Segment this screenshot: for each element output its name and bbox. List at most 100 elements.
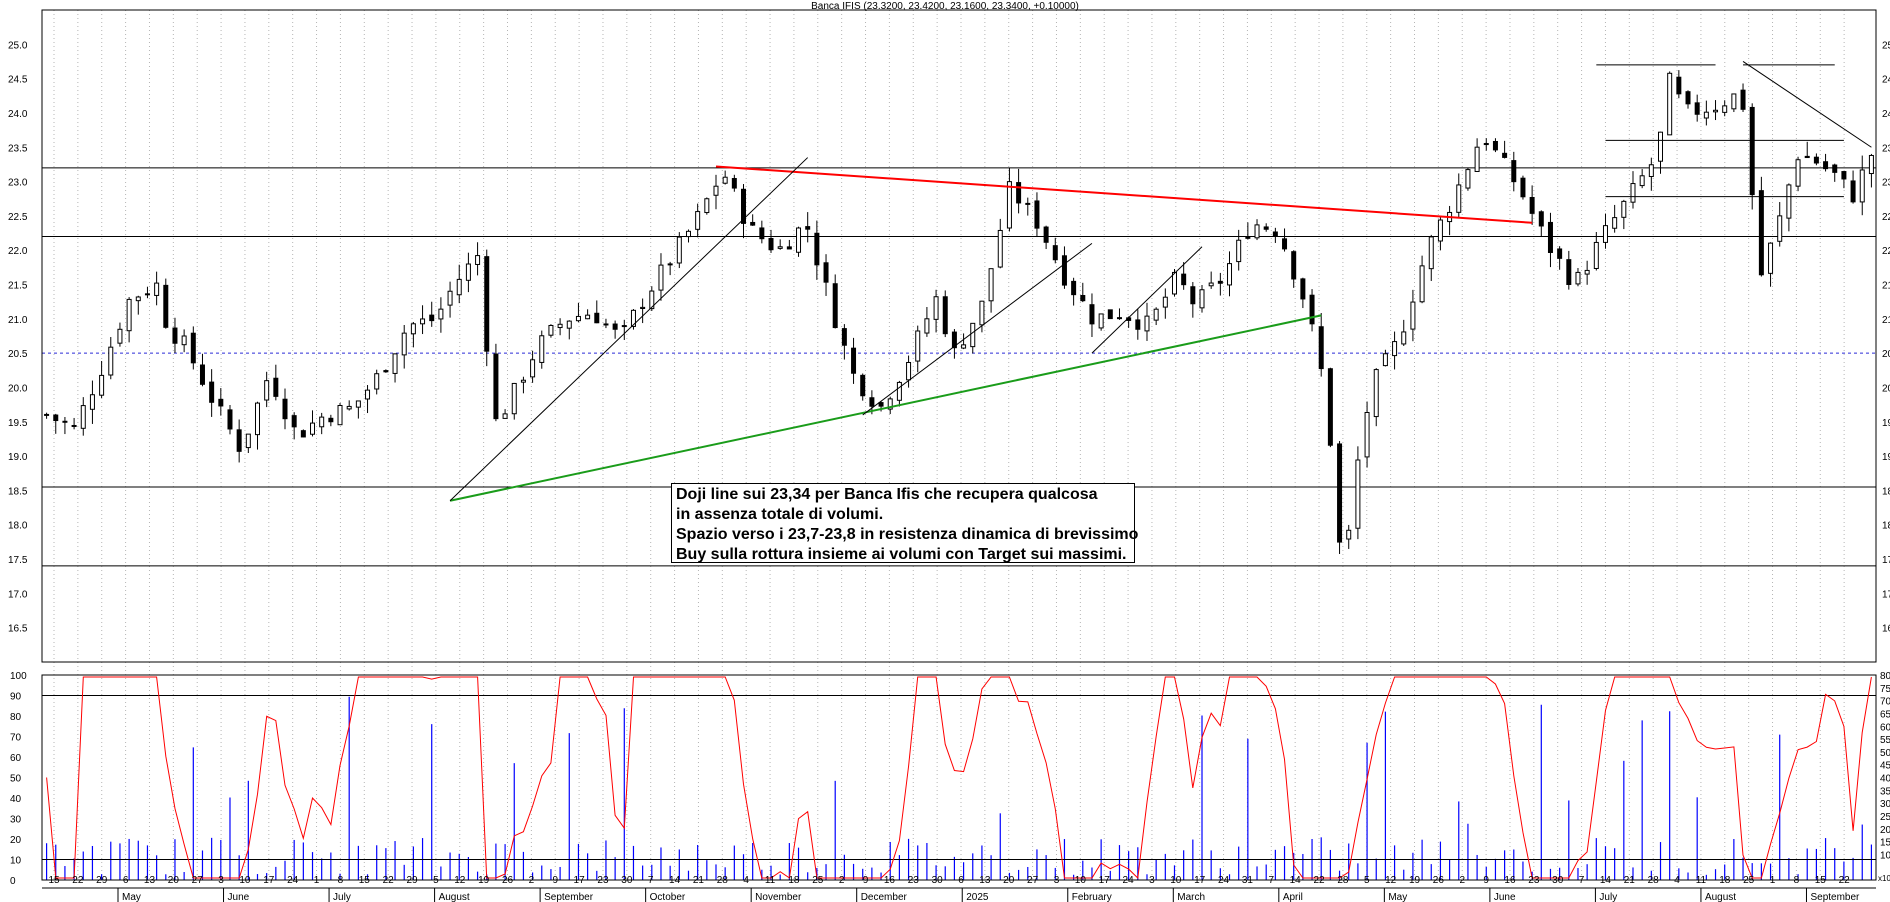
candle-body <box>438 308 444 320</box>
volume-tick-label: 25000 <box>1880 812 1890 823</box>
x-day-tick-label: 29 <box>406 875 418 886</box>
y-tick-label-left: 23.5 <box>8 143 28 154</box>
candle-body <box>1227 263 1233 286</box>
candle-body <box>484 256 490 352</box>
x-day-tick-label: 22 <box>383 875 395 886</box>
candle-body <box>172 327 178 344</box>
x-day-tick-label: 12 <box>454 875 466 886</box>
x-day-tick-label: 3 <box>1149 875 1155 886</box>
candle-body <box>520 379 526 383</box>
candle-body <box>245 433 251 449</box>
candle-body <box>1768 242 1774 274</box>
candle-body <box>585 314 591 320</box>
candle-layer <box>44 70 1874 554</box>
candle-body <box>979 300 985 326</box>
candle-body <box>163 284 169 328</box>
candle-body <box>1520 177 1526 198</box>
x-day-tick-label: 2 <box>1459 875 1465 886</box>
candle-body <box>1199 289 1205 309</box>
x-month-label: October <box>650 892 686 902</box>
candle-body <box>1016 182 1022 204</box>
x-day-tick-label: 5 <box>1364 875 1370 886</box>
candle-body <box>1566 259 1572 285</box>
volume-layer <box>45 696 1873 880</box>
x-month-label: September <box>544 892 594 902</box>
candle-body <box>1236 239 1242 263</box>
candle-body <box>1859 169 1865 203</box>
candle-body <box>465 263 471 281</box>
candle-body <box>1300 278 1306 300</box>
candle-body <box>1492 140 1498 151</box>
candle-body <box>1025 202 1031 205</box>
candle-body <box>44 413 50 416</box>
candle-body <box>1272 231 1278 237</box>
candle-body <box>456 278 462 296</box>
x-day-tick-label: 7 <box>648 875 654 886</box>
x-day-tick-label: 14 <box>1600 875 1612 886</box>
y-tick-label-right: 17.0 <box>1882 589 1890 600</box>
x-day-tick-label: 27 <box>192 875 204 886</box>
candle-body <box>658 264 664 291</box>
x-day-tick-label: 4 <box>1674 875 1680 886</box>
candle-body <box>1190 286 1196 305</box>
x-day-tick-label: 18 <box>788 875 800 886</box>
candle-body <box>1575 271 1581 285</box>
trendline-resistance <box>715 165 1533 224</box>
candle-body <box>493 353 499 420</box>
candle-body <box>475 255 481 265</box>
candle-body <box>887 398 893 410</box>
candle-body <box>676 236 682 264</box>
candle-body <box>1364 411 1370 458</box>
candle-body <box>1071 280 1077 296</box>
x-day-tick-label: 23 <box>908 875 920 886</box>
volume-tick-label: 10000 <box>1880 850 1890 861</box>
x-day-tick-label: 28 <box>1337 875 1349 886</box>
candle-body <box>915 330 921 362</box>
candle-body <box>823 262 829 283</box>
x-day-tick-label: 5 <box>433 875 439 886</box>
osc-tick-label: 50 <box>10 774 22 785</box>
level-layer <box>42 167 1876 567</box>
y-tick-label-left: 19.5 <box>8 418 28 429</box>
candle-body <box>328 417 334 423</box>
candle-body <box>594 312 600 324</box>
candle-body <box>906 361 912 381</box>
trendline-support <box>449 314 1322 502</box>
candle-body <box>896 381 902 401</box>
candle-body <box>603 323 609 326</box>
x-day-tick-label: 30 <box>1552 875 1564 886</box>
candle-body <box>273 377 279 397</box>
candle-body <box>264 380 270 401</box>
candle-body <box>695 211 701 230</box>
x-day-tick-label: 29 <box>96 875 108 886</box>
annotation-line: Buy sulla rottura insieme ai volumi con … <box>676 546 1127 563</box>
x-month-label: June <box>228 892 250 902</box>
candle-body <box>1850 180 1856 203</box>
candle-body <box>1052 245 1058 261</box>
y-tick-label-right: 19.0 <box>1882 452 1890 463</box>
candle-body <box>575 315 581 322</box>
candle-body <box>108 346 114 376</box>
candle-body <box>713 185 719 196</box>
candle-body <box>410 323 416 335</box>
volume-tick-label: 55000 <box>1880 735 1890 746</box>
x-month-label: December <box>861 892 908 902</box>
x-day-tick-label: 22 <box>1839 875 1851 886</box>
y-tick-label-left: 17.0 <box>8 589 28 600</box>
x-month-label: May <box>122 892 141 902</box>
x-day-tick-label: 17 <box>1099 875 1111 886</box>
candle-body <box>988 268 994 302</box>
y-tick-label-left: 24.0 <box>8 109 28 120</box>
volume-tick-label: 75000 <box>1880 684 1890 695</box>
candle-body <box>1529 196 1535 214</box>
osc-tick-label: 30 <box>10 815 22 826</box>
x-day-tick-label: 17 <box>263 875 275 886</box>
candle-body <box>1685 91 1691 105</box>
x-day-tick-label: 20 <box>1003 875 1015 886</box>
x-day-tick-label: 3 <box>1054 875 1060 886</box>
candle-body <box>722 176 728 184</box>
x-month-label: 2025 <box>966 892 989 902</box>
x-day-tick-label: 11 <box>1696 875 1707 886</box>
x-day-tick-label: 21 <box>693 875 705 886</box>
y-tick-label-right: 22.5 <box>1882 212 1890 223</box>
